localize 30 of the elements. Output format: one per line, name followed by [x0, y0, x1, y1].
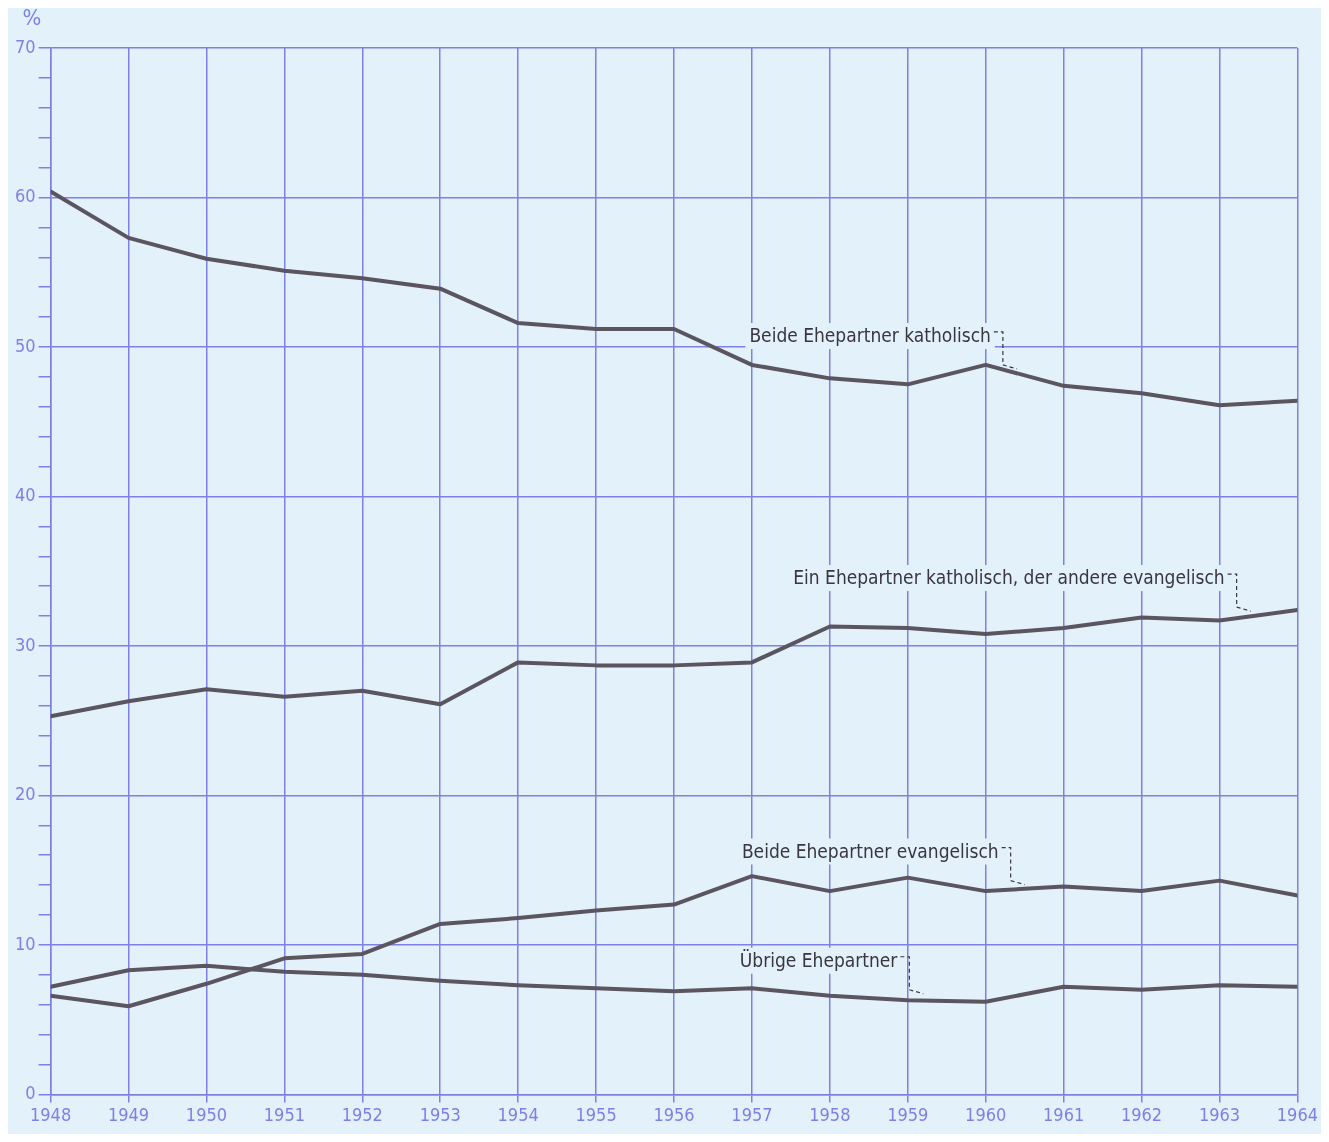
y-tick-label: 10 [14, 932, 36, 954]
y-tick-label: 20 [14, 783, 36, 805]
y-tick-label: 60 [14, 185, 36, 207]
x-tick-label: 1950 [185, 1103, 228, 1125]
y-tick-label: 30 [14, 633, 36, 655]
x-tick-label: 1959 [887, 1103, 929, 1125]
x-tick-label: 1960 [965, 1103, 1007, 1125]
y-axis-title: % [22, 4, 42, 30]
x-tick-label: 1953 [419, 1103, 461, 1125]
x-tick-label: 1958 [809, 1103, 851, 1125]
x-tick-label: 1952 [341, 1103, 383, 1125]
x-tick-label: 1964 [1276, 1103, 1318, 1125]
x-tick-label: 1954 [497, 1103, 539, 1125]
x-tick-label: 1957 [731, 1103, 773, 1125]
annotation: Übrige Ehepartner [739, 948, 899, 971]
x-tick-label: 1949 [107, 1103, 150, 1125]
x-tick-label: 1951 [263, 1103, 305, 1125]
x-tick-label: 1962 [1120, 1103, 1163, 1125]
y-tick-label: 50 [14, 334, 36, 356]
y-tick-label: 40 [14, 484, 36, 506]
x-tick-label: 1963 [1198, 1103, 1241, 1125]
annotation: Ein Ehepartner katholisch, der andere evangelisch [793, 565, 1225, 588]
annotation: Beide Ehepartner evangelisch [741, 839, 999, 862]
x-tick-label: 1955 [575, 1103, 617, 1125]
x-tick-label: 1948 [30, 1103, 72, 1125]
x-tick-label: 1956 [653, 1103, 695, 1125]
x-tick-label: 1961 [1043, 1103, 1085, 1125]
y-tick-label: 0 [25, 1082, 36, 1104]
y-tick-label: 70 [14, 35, 36, 57]
annotation: Beide Ehepartner katholisch [749, 323, 991, 346]
